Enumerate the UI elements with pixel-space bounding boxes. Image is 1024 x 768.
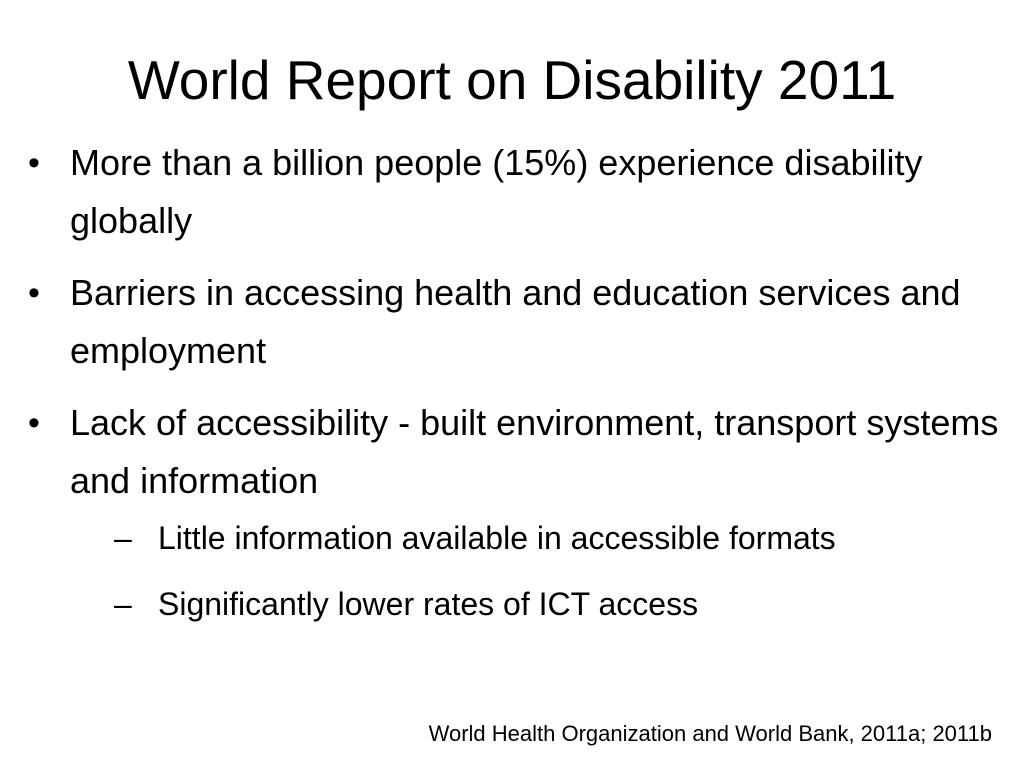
sub-bullet-text: Little information available in accessib… <box>158 520 836 556</box>
bullet-item: • Lack of accessibility - built environm… <box>28 394 1008 632</box>
citation: World Health Organization and World Bank… <box>428 721 992 746</box>
sub-bullet-item: – Little information available in access… <box>70 510 1008 566</box>
bullet-marker: • <box>28 274 40 312</box>
bullet-item: • More than a billion people (15%) exper… <box>28 134 1008 250</box>
bullet-marker: • <box>28 144 40 182</box>
bullet-text: Barriers in accessing health and educati… <box>70 272 961 371</box>
bullet-item: • Barriers in accessing health and educa… <box>28 264 1008 380</box>
bullet-text: More than a billion people (15%) experie… <box>70 142 923 241</box>
sub-bullet-list: – Little information available in access… <box>70 510 1008 632</box>
sub-bullet-text: Significantly lower rates of ICT access <box>158 586 699 622</box>
sub-bullet-item: – Significantly lower rates of ICT acces… <box>70 576 1008 632</box>
slide-title: World Report on Disability 2011 <box>127 49 897 111</box>
bullet-marker: • <box>28 404 40 442</box>
bullet-text: Lack of accessibility - built environmen… <box>70 402 999 501</box>
sub-bullet-marker: – <box>114 586 132 622</box>
bullet-list: • More than a billion people (15%) exper… <box>28 134 1008 646</box>
sub-bullet-marker: – <box>114 520 132 556</box>
